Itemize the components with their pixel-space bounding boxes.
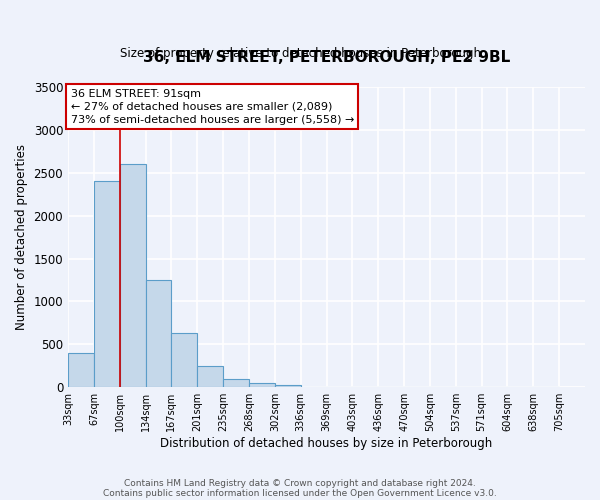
Bar: [223, 378, 249, 387]
Title: 36, ELM STREET, PETERBOROUGH, PE2 9BL: 36, ELM STREET, PETERBOROUGH, PE2 9BL: [143, 50, 510, 65]
X-axis label: Distribution of detached houses by size in Peterborough: Distribution of detached houses by size …: [160, 437, 493, 450]
Bar: [249, 383, 275, 387]
Bar: [120, 164, 146, 387]
Text: Size of property relative to detached houses in Peterborough: Size of property relative to detached ho…: [119, 46, 481, 60]
Y-axis label: Number of detached properties: Number of detached properties: [15, 144, 28, 330]
Bar: [197, 366, 223, 387]
Text: Contains public sector information licensed under the Open Government Licence v3: Contains public sector information licen…: [103, 488, 497, 498]
Text: 36 ELM STREET: 91sqm
← 27% of detached houses are smaller (2,089)
73% of semi-de: 36 ELM STREET: 91sqm ← 27% of detached h…: [71, 88, 354, 125]
Bar: [146, 280, 172, 387]
Bar: [94, 182, 120, 387]
Bar: [68, 353, 94, 387]
Text: Contains HM Land Registry data © Crown copyright and database right 2024.: Contains HM Land Registry data © Crown c…: [124, 478, 476, 488]
Bar: [172, 333, 197, 387]
Bar: [275, 384, 301, 387]
